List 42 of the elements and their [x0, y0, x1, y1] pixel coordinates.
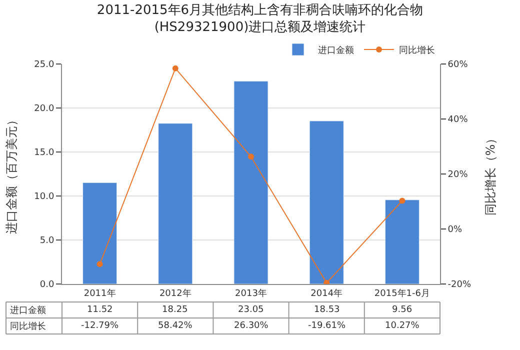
legend-label: 同比增长 — [399, 45, 435, 56]
y-tick-label: 0.0 — [40, 280, 54, 290]
y2-tick-label: 60% — [448, 60, 468, 70]
chart-title: 2011-2015年6月其他结构上含有非稠合呋喃环的化合物 (HS29321900)进口总额及增速统计 — [96, 3, 424, 35]
bar — [384, 200, 420, 284]
y2-tick-label: 40% — [448, 115, 468, 126]
y-axis-title: 进口金额（百万美元） — [4, 114, 18, 234]
x-tick-label: 2011年 — [84, 288, 116, 299]
data-label: 10.27% — [385, 321, 420, 331]
x-tick-label: 2015年1-6月 — [374, 288, 430, 299]
point — [399, 198, 406, 204]
y2-tick-label: 20% — [448, 170, 468, 180]
point — [172, 65, 178, 72]
data-label: 26.30% — [234, 321, 269, 331]
bar — [158, 123, 193, 284]
legend-label: 进口金额 — [318, 45, 354, 56]
data-label: 18.53 — [314, 305, 340, 315]
data-label: -12.79% — [81, 321, 120, 331]
data-label: 9.56 — [392, 305, 412, 315]
data-label: 11.52 — [87, 305, 113, 315]
y-tick-label: 20.0 — [34, 104, 54, 114]
y2-tick-label: 0% — [448, 225, 463, 236]
data-label: 23.05 — [238, 305, 264, 315]
y-tick-label: 5.0 — [40, 236, 54, 246]
y-tick-label: 15.0 — [34, 148, 54, 158]
bar — [234, 80, 268, 284]
data-label: 18.25 — [162, 305, 188, 315]
bar — [82, 182, 118, 284]
y2-tick-label: -20% — [448, 280, 472, 290]
y-tick-label: 25.0 — [34, 60, 54, 70]
point — [96, 261, 103, 268]
data-label: 58.42% — [158, 321, 193, 331]
x-tick-label: 2013年 — [235, 288, 267, 299]
y2-axis-title: 同比增长（%） — [483, 132, 498, 216]
bar — [309, 120, 344, 284]
data-label: -19.61% — [308, 321, 346, 331]
x-tick-label: 2014年 — [310, 288, 343, 299]
x-tick-label: 2012年 — [159, 288, 192, 299]
text: 同比增长 — [10, 322, 46, 332]
point — [248, 154, 254, 160]
text: 进口金额 — [10, 306, 46, 316]
y-tick-label: 10.0 — [34, 192, 54, 202]
